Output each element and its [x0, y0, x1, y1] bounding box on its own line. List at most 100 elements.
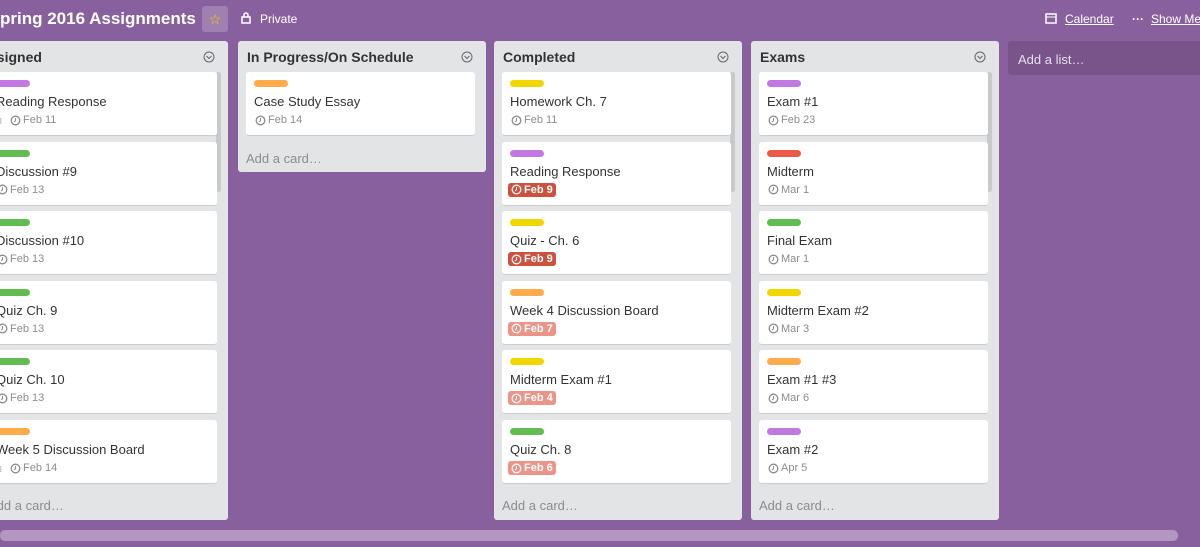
- add-list[interactable]: Add a list…: [1008, 41, 1200, 75]
- add-card[interactable]: Add a card…: [502, 498, 578, 513]
- due-badge: Feb 9: [508, 182, 556, 197]
- due-date: Feb 13: [10, 392, 45, 405]
- calendar-button[interactable]: Calendar: [1065, 12, 1114, 26]
- card[interactable]: Exam #2 Apr 5: [759, 420, 988, 484]
- due-badge: Mar 1: [765, 252, 812, 266]
- card[interactable]: Midterm Mar 1: [759, 141, 988, 206]
- card-label: [767, 428, 801, 435]
- due-date: Feb 13: [10, 183, 45, 196]
- board-title[interactable]: pring 2016 Assignments: [0, 9, 196, 28]
- clock-icon: [0, 254, 8, 265]
- card-title: Midterm Exam #2: [767, 302, 869, 318]
- clock-icon: [768, 115, 779, 125]
- due-badge: Mar 6: [765, 391, 812, 405]
- due-badge: Feb 23: [765, 113, 818, 127]
- list: Exams Exam #1 Feb 23 Midterm Mar 1 Final Exam…: [751, 41, 999, 520]
- card[interactable]: Discussion #9 Feb 13: [0, 141, 217, 206]
- due-badge: Feb 4: [508, 391, 556, 406]
- due-date: Feb 23: [781, 114, 816, 126]
- clock-icon: [0, 323, 8, 334]
- card-title: Exam #1: [767, 94, 819, 109]
- card-label: [0, 149, 30, 157]
- card-label: [510, 288, 544, 296]
- card[interactable]: Midterm Exam #2 Mar 3: [759, 280, 988, 345]
- clock-icon: [768, 184, 779, 195]
- card-title: Final Exam: [767, 233, 833, 249]
- card[interactable]: Week 5 Discussion Board ≡ Feb 14: [0, 420, 217, 484]
- due-date: Feb 14: [268, 114, 303, 126]
- list-menu-icon[interactable]: [461, 51, 473, 63]
- add-card[interactable]: Add a card…: [0, 498, 64, 513]
- card-title: Quiz - Ch. 6: [510, 233, 580, 249]
- card[interactable]: Quiz Ch. 10 Feb 13: [0, 350, 217, 415]
- card[interactable]: Case Study Essay Feb 14: [246, 72, 475, 136]
- due-badge: Feb 6: [508, 461, 556, 475]
- add-card[interactable]: Add a card…: [759, 498, 835, 513]
- card[interactable]: Homework Ch. 7 Feb 11: [502, 72, 731, 136]
- star-button[interactable]: ☆: [202, 6, 228, 32]
- card[interactable]: Final Exam Mar 1: [759, 211, 988, 276]
- due-badge: Feb 14: [7, 461, 60, 475]
- card-label: [0, 219, 30, 227]
- list-menu-icon[interactable]: [974, 51, 986, 63]
- clock-icon: [768, 393, 779, 404]
- list-menu-icon[interactable]: [203, 51, 215, 63]
- due-date: Feb 13: [10, 322, 45, 335]
- clock-icon: [0, 393, 8, 404]
- card[interactable]: Reading Response Feb 9: [502, 141, 731, 206]
- card-label: [0, 288, 30, 296]
- card[interactable]: Exam #1 Feb 23: [759, 72, 988, 136]
- list-menu-icon[interactable]: [717, 51, 729, 63]
- clock-icon: [10, 463, 21, 473]
- due-date: Feb 6: [524, 462, 553, 474]
- add-list-text: Add a list…: [1018, 52, 1085, 67]
- menu-dots: ···: [1132, 12, 1144, 26]
- card[interactable]: Midterm Exam #1 Feb 4: [502, 350, 731, 415]
- list-scrollbar: [730, 72, 735, 192]
- card-label: [0, 428, 30, 435]
- card[interactable]: Quiz - Ch. 6 Feb 9: [502, 211, 731, 276]
- card[interactable]: Week 4 Discussion Board Feb 7: [502, 280, 731, 345]
- horizontal-scrollbar: [0, 530, 1178, 541]
- card-label: [510, 80, 544, 87]
- card-title: Quiz Ch. 9: [0, 302, 58, 318]
- card[interactable]: Reading Response ≡ Feb 11: [0, 72, 217, 136]
- due-badge: Feb 14: [252, 113, 305, 127]
- due-badge: Feb 13: [0, 183, 47, 197]
- card[interactable]: Quiz Ch. 8 Feb 6: [502, 420, 731, 484]
- card[interactable]: Quiz Ch. 9 Feb 13: [0, 280, 217, 345]
- due-badge: Feb 9: [508, 252, 556, 267]
- card-title: Exam #1 #3: [767, 372, 837, 388]
- card-title: Quiz Ch. 8: [510, 442, 572, 457]
- card-title: Discussion #10: [0, 233, 85, 249]
- card[interactable]: Exam #1 #3 Mar 6: [759, 350, 988, 415]
- list: ssigned Reading Response ≡ Feb 11 Discussion…: [0, 41, 228, 520]
- card-label: [767, 80, 801, 87]
- card-label: [0, 358, 30, 366]
- due-date: Feb 11: [524, 114, 558, 126]
- clock-icon: [768, 463, 779, 473]
- card-title: Week 5 Discussion Board: [0, 442, 145, 457]
- card-title: Reading Response: [0, 94, 107, 109]
- due-date: Feb 9: [524, 183, 553, 196]
- card-label: [767, 288, 801, 296]
- clock-icon: [511, 463, 522, 473]
- add-card[interactable]: Add a card…: [246, 151, 322, 166]
- card-title: Midterm: [767, 163, 814, 179]
- card-label: [254, 80, 288, 87]
- due-badge: Feb 11: [508, 113, 560, 127]
- due-date: Mar 1: [781, 183, 810, 196]
- clock-icon: [511, 184, 522, 195]
- due-badge: Feb 13: [0, 252, 47, 266]
- due-badge: Feb 7: [508, 321, 556, 336]
- menu-button[interactable]: Show Me: [1151, 12, 1200, 26]
- clock-icon: [10, 115, 21, 125]
- card-label: [510, 428, 544, 435]
- privacy-button[interactable]: Private: [260, 12, 298, 26]
- card-title: Exam #2: [767, 442, 819, 457]
- card-title: Homework Ch. 7: [510, 94, 607, 109]
- card-label: [510, 219, 544, 227]
- card[interactable]: Discussion #10 Feb 13: [0, 211, 217, 276]
- clock-icon: [768, 254, 779, 265]
- card-title: Midterm Exam #1: [510, 372, 612, 388]
